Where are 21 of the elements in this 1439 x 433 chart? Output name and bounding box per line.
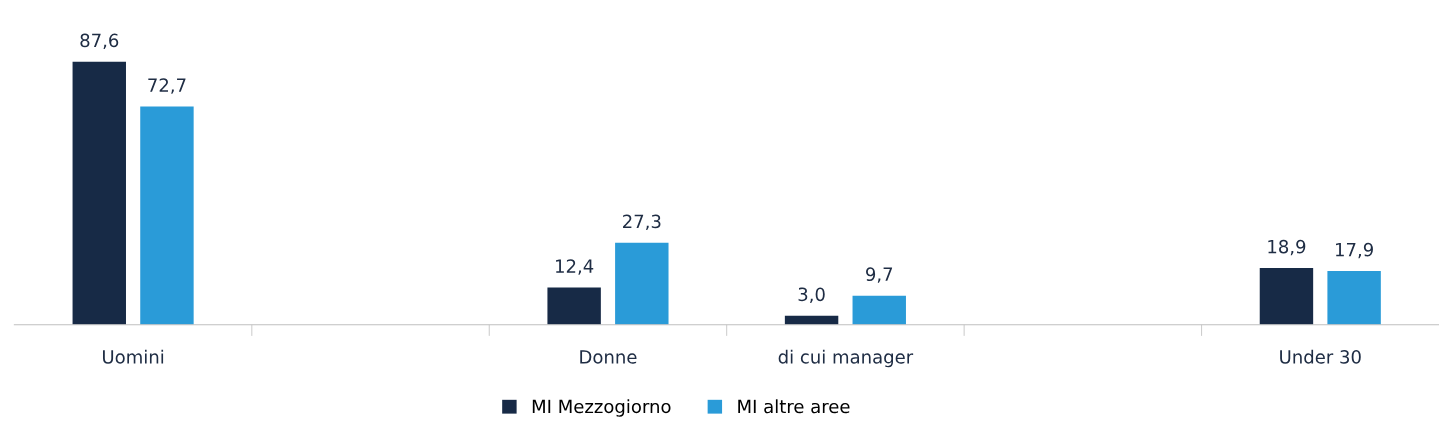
x-tick-label: Uomini [103,349,164,364]
bar [72,61,126,325]
data-label: 87,6 [80,33,119,50]
bar [852,295,906,325]
data-label: 3,0 [798,287,825,303]
bar [1259,268,1314,325]
data-label: 72,7 [148,78,186,94]
x-tick-label: Donne [580,350,637,364]
data-label: 17,9 [1336,242,1373,259]
bar [1327,271,1381,325]
data-label: 9,7 [866,267,893,283]
data-label: 12,4 [556,259,594,275]
x-tick-label: Under 30 [1280,349,1361,364]
bar [547,287,601,325]
bar [615,242,669,325]
data-label: 27,3 [623,214,661,231]
legend-label: MI Mezzogiorno [532,399,671,417]
legend-label: MI altre aree [738,399,850,414]
bar [140,106,194,325]
data-label: 18,9 [1268,239,1306,256]
x-tick-label: di cui manager [778,349,914,368]
